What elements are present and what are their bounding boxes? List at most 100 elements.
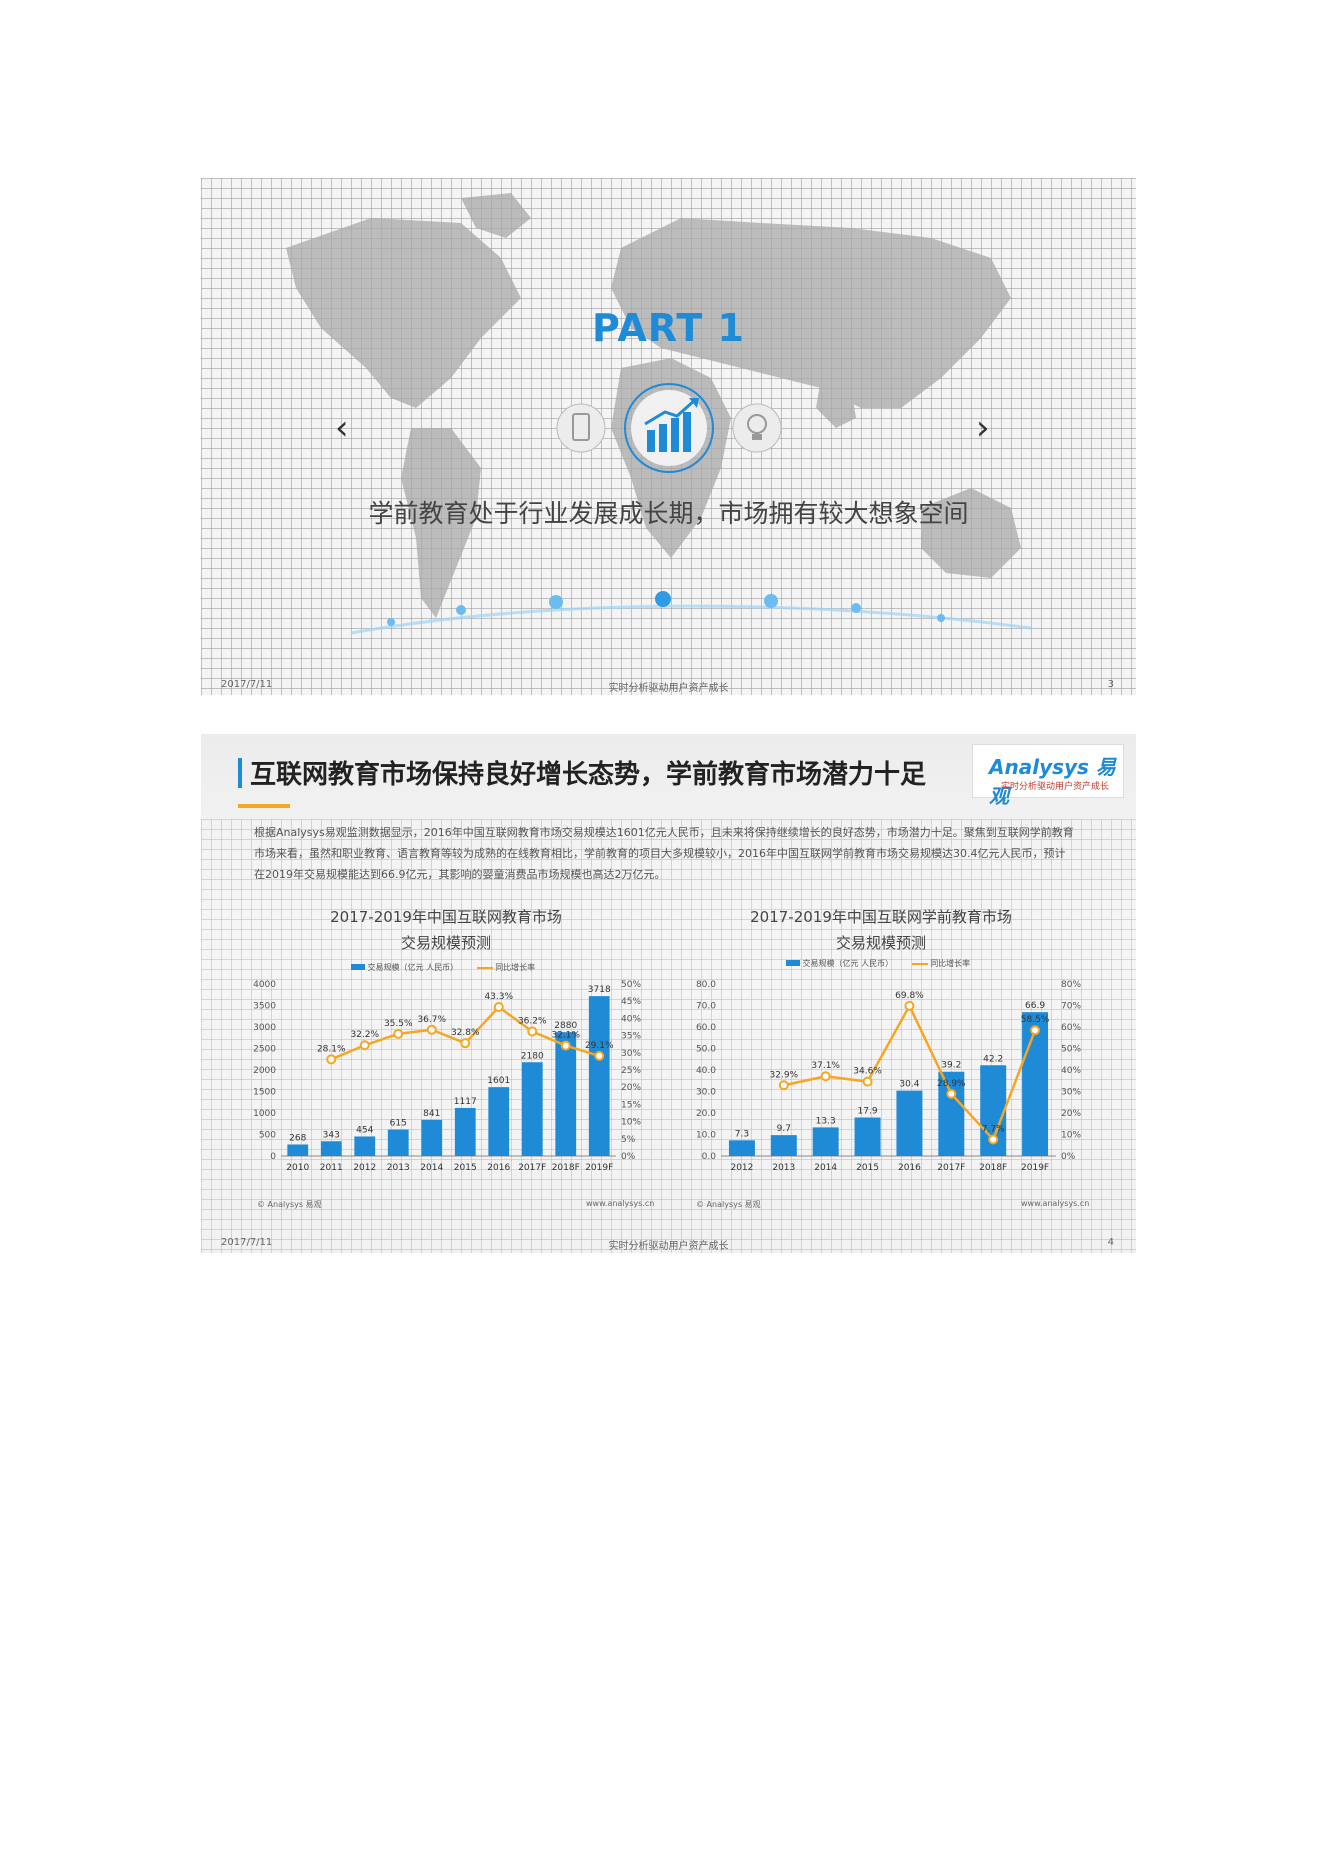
chart2-legend: 交易规模（亿元 人民币） 同比增长率	[786, 958, 970, 969]
chart1-growth-point	[326, 1054, 337, 1065]
chart1-growth-label: 32.1%	[551, 1031, 580, 1041]
chart2-bar	[938, 1071, 965, 1156]
slide-footer: 2017/7/11 实时分析驱动用户资产成长 3	[201, 673, 1136, 695]
chart1-growth-label: 43.3%	[484, 992, 513, 1002]
logo-tagline: 实时分析驱动用户资产成长	[1001, 782, 1110, 792]
chart1-bar	[387, 1129, 409, 1156]
chart2-growth-point	[778, 1080, 789, 1091]
chart2-ytick-label: 20.0	[696, 1109, 716, 1119]
chart1-growth-point	[493, 1002, 504, 1013]
chart2-y2tick-label: 10%	[1061, 1131, 1081, 1141]
chart2-growth-point	[1030, 1025, 1041, 1036]
chart1-growth-label: 35.5%	[384, 1019, 413, 1029]
mobile-icon[interactable]	[556, 403, 606, 453]
slide-part1: PART 1 ‹ › 学前教育处于行业发展成长期，市场拥有较大想象空间 2017…	[201, 178, 1136, 695]
chart1-ytick-label: 1500	[253, 1088, 276, 1098]
slide-title: 互联网教育市场保持良好增长态势，学前教育市场潜力十足	[250, 760, 927, 790]
chart1-legend-bar: 交易规模（亿元 人民币）	[367, 963, 459, 972]
lightbulb-icon[interactable]	[732, 403, 782, 453]
chart2-growth-label: 58.5%	[1021, 1015, 1050, 1025]
footer-slogan: 实时分析驱动用户资产成长	[608, 683, 729, 694]
logo-name: Analysys 易观	[989, 755, 1116, 808]
chart2-ytick-label: 60.0	[696, 1023, 716, 1033]
chart2-y2tick-label: 80%	[1061, 980, 1081, 990]
chart1-y2tick-label: 25%	[621, 1066, 641, 1076]
chart1-bar-label: 841	[423, 1109, 440, 1119]
chart2-plot: 0.0 10.0 20.0 30.0 40.0 50.0 60.0 70.0 80.0 0% 10%…	[696, 980, 1081, 1173]
footer-date: 2017/7/11	[221, 1237, 273, 1248]
chart1-xtick-label: 2013	[387, 1163, 410, 1173]
chart2-y2tick-label: 60%	[1061, 1023, 1081, 1033]
chart1-xtick-label: 2010	[286, 1163, 309, 1173]
chart2-bar	[896, 1090, 923, 1156]
chart2-growth-point	[988, 1134, 999, 1145]
chart2-bar-label: 39.2	[941, 1061, 961, 1071]
chart1-growth-label: 36.2%	[518, 1016, 547, 1026]
chart1-bar-label: 268	[289, 1133, 306, 1143]
chart2-xtick-label: 2019F	[1021, 1163, 1049, 1173]
chart1-ytick-label: 3500	[253, 1002, 276, 1012]
chart1-xtick-label: 2015	[454, 1163, 477, 1173]
chart1-y2tick-label: 0%	[621, 1152, 636, 1162]
title-accent-bar	[238, 758, 242, 788]
chart1-bar-label: 615	[390, 1119, 407, 1129]
chart1-ytick-label: 4000	[253, 980, 276, 990]
chart1-legend-line: 同比增长率	[495, 963, 536, 972]
chart2-growth-label: 34.6%	[853, 1067, 882, 1077]
chart1-bar	[588, 996, 610, 1156]
chart1-ytick-label: 500	[259, 1131, 276, 1141]
chart2-growth-point	[820, 1071, 831, 1082]
chart1-xtick-label: 2018F	[552, 1163, 580, 1173]
chart2-ytick-label: 30.0	[696, 1088, 716, 1098]
chart1-growth-point	[460, 1038, 471, 1049]
chart2-ytick-label: 80.0	[696, 980, 716, 990]
chart1-growth-label: 32.2%	[350, 1030, 379, 1040]
bar-chart-icon[interactable]	[624, 383, 714, 473]
chart1-source: © Analysys 易观	[257, 1200, 322, 1209]
chart1-ytick-label: 1000	[253, 1109, 276, 1119]
footer-date: 2017/7/11	[221, 679, 273, 690]
chart1-y2tick-label: 10%	[621, 1118, 641, 1128]
chart2-ytick-label: 40.0	[696, 1066, 716, 1076]
chart2-growth-point	[862, 1076, 873, 1087]
chart2-bar-label: 17.9	[858, 1107, 878, 1117]
chart2-title-line1: 2017-2019年中国互联网学前教育市场	[750, 908, 1012, 926]
chart1-ytick-label: 3000	[253, 1023, 276, 1033]
analysys-logo: Analysys 易观 实时分析驱动用户资产成长	[972, 744, 1124, 808]
chart1-growth-point	[359, 1040, 370, 1051]
chart2-y2tick-label: 50%	[1061, 1045, 1081, 1055]
chart1-y2tick-label: 5%	[621, 1135, 636, 1145]
chart2-y2tick-label: 20%	[1061, 1109, 1081, 1119]
chart2-source: © Analysys 易观	[696, 1200, 761, 1209]
chart1-growth-point	[594, 1050, 605, 1061]
chart1-growth-point	[393, 1028, 404, 1039]
chart2-growth-point	[946, 1088, 957, 1099]
chart2-bar	[812, 1127, 839, 1156]
chart1-xtick-label: 2012	[353, 1163, 376, 1173]
chevron-right-icon[interactable]: ›	[976, 408, 990, 448]
chart1-xtick-label: 2011	[320, 1163, 343, 1173]
chart2-growth-label: 69.8%	[895, 991, 924, 1001]
chart2-bar-label: 9.7	[777, 1124, 791, 1134]
chart1-growth-label: 36.7%	[417, 1015, 446, 1025]
chart1-growth-label: 32.8%	[451, 1028, 480, 1038]
chevron-left-icon[interactable]: ‹	[335, 408, 349, 448]
chart2-xtick-label: 2018F	[979, 1163, 1007, 1173]
chart2-bar-label: 42.2	[983, 1054, 1003, 1064]
slide-market-growth: 互联网教育市场保持良好增长态势，学前教育市场潜力十足 Analysys 易观 实…	[201, 734, 1136, 1253]
chart1-legend: 交易规模（亿元 人民币） 同比增长率	[351, 962, 535, 973]
chart1-y2tick-label: 35%	[621, 1032, 641, 1042]
chart2-y2tick-label: 0%	[1061, 1152, 1076, 1162]
chart2-ytick-label: 70.0	[696, 1002, 716, 1012]
section-subtitle: 学前教育处于行业发展成长期，市场拥有较大想象空间	[368, 499, 969, 528]
chart2-y2tick-label: 40%	[1061, 1066, 1081, 1076]
chart2-title-line2: 交易规模预测	[835, 934, 926, 952]
chart1-ytick-label: 0	[270, 1152, 276, 1162]
chart2-ytick-label: 0.0	[702, 1152, 717, 1162]
chart1-website: www.analysys.cn	[586, 1199, 655, 1208]
chart1-title: 2017-2019年中国互联网教育市场 交易规模预测	[261, 904, 631, 956]
chart1-bar-label: 343	[323, 1130, 340, 1140]
chart1-bar-label: 1601	[487, 1076, 510, 1086]
chart1-bar-label: 3718	[588, 985, 611, 995]
chart1-bar-label: 2180	[521, 1051, 544, 1061]
